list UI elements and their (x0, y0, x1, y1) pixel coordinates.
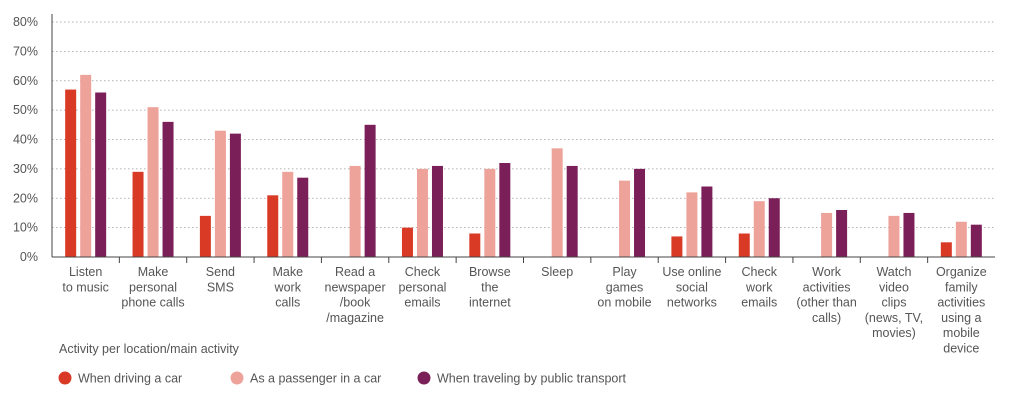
bar (267, 195, 279, 257)
legend-label: When driving a car (78, 372, 182, 386)
bar (214, 130, 226, 257)
bar (162, 121, 174, 257)
x-tick-label: Read a newspaper/book/magazine (325, 265, 386, 325)
bar (499, 163, 511, 257)
bar (65, 89, 77, 257)
x-tick-label: Organize family activities using a mobile dev… (936, 265, 987, 356)
bar (80, 74, 92, 257)
x-tick-label: Send SMS (206, 265, 235, 294)
bar (431, 165, 443, 257)
bar (836, 210, 848, 257)
bar (821, 212, 833, 257)
legend-marker (417, 371, 431, 385)
y-tick-label: 10% (13, 221, 38, 235)
x-tick-label: Watch video clips (news, TV, movies) (865, 265, 923, 340)
y-tick-label: 60% (13, 74, 38, 88)
bar (888, 215, 900, 257)
bar (903, 212, 915, 257)
legend-label: When traveling by public transport (437, 372, 627, 386)
axis-layer: 0% 10% 20% 30% 40% 50% 60% 70% 80% Listen to music… (13, 14, 995, 356)
bar (686, 192, 698, 257)
bar (469, 233, 481, 257)
bar (147, 107, 159, 257)
legend-label: As a passenger in a car (250, 372, 381, 386)
bar (95, 92, 107, 257)
x-tick-label: Make personal phone calls (121, 265, 184, 310)
x-tick-label: Check work emails (741, 265, 778, 310)
bar (199, 215, 211, 257)
y-tick-label: 20% (13, 191, 38, 205)
bar (701, 186, 713, 257)
bar (566, 165, 578, 257)
bar (364, 124, 376, 257)
x-tick-label: Browse the internet (469, 265, 511, 310)
x-tick-label: Check personal emails (398, 265, 446, 310)
y-tick-label: 40% (13, 133, 38, 147)
x-tick-label: Play games on mobile (597, 265, 651, 310)
x-axis-title: Activity per location/main activity (59, 342, 240, 356)
y-tick-label: 70% (13, 44, 38, 58)
y-tick-label: 80% (13, 15, 38, 29)
bar (229, 133, 241, 257)
bars-layer (65, 74, 982, 257)
bar (768, 198, 780, 257)
legend-marker (58, 371, 72, 385)
x-tick-label: Use online social networks (662, 265, 721, 310)
bar (401, 227, 413, 257)
bar (619, 180, 631, 257)
bar (738, 233, 750, 257)
bar (282, 171, 294, 257)
x-tick-label: Sleep (541, 265, 573, 279)
legend: When driving a car As a passenger in a ca… (58, 371, 627, 386)
bar (349, 165, 361, 257)
x-tick-label: Make work calls (272, 265, 303, 310)
bar (634, 168, 646, 257)
grid-layer (52, 21, 995, 229)
bar (671, 236, 683, 257)
bar (955, 221, 967, 257)
legend-marker (230, 371, 244, 385)
y-tick-label: 30% (13, 162, 38, 176)
bar (132, 171, 144, 257)
bar (484, 168, 496, 257)
bar (416, 168, 428, 257)
y-tick-label: 0% (20, 250, 38, 264)
y-tick-label: 50% (13, 103, 38, 117)
bar (297, 177, 309, 257)
x-tick-label: Work activities (other than calls) (796, 265, 857, 325)
bar (753, 201, 765, 257)
x-tick-label: Listen to music (62, 265, 109, 294)
bar (970, 224, 982, 257)
bar (940, 242, 952, 257)
bar (551, 148, 563, 257)
